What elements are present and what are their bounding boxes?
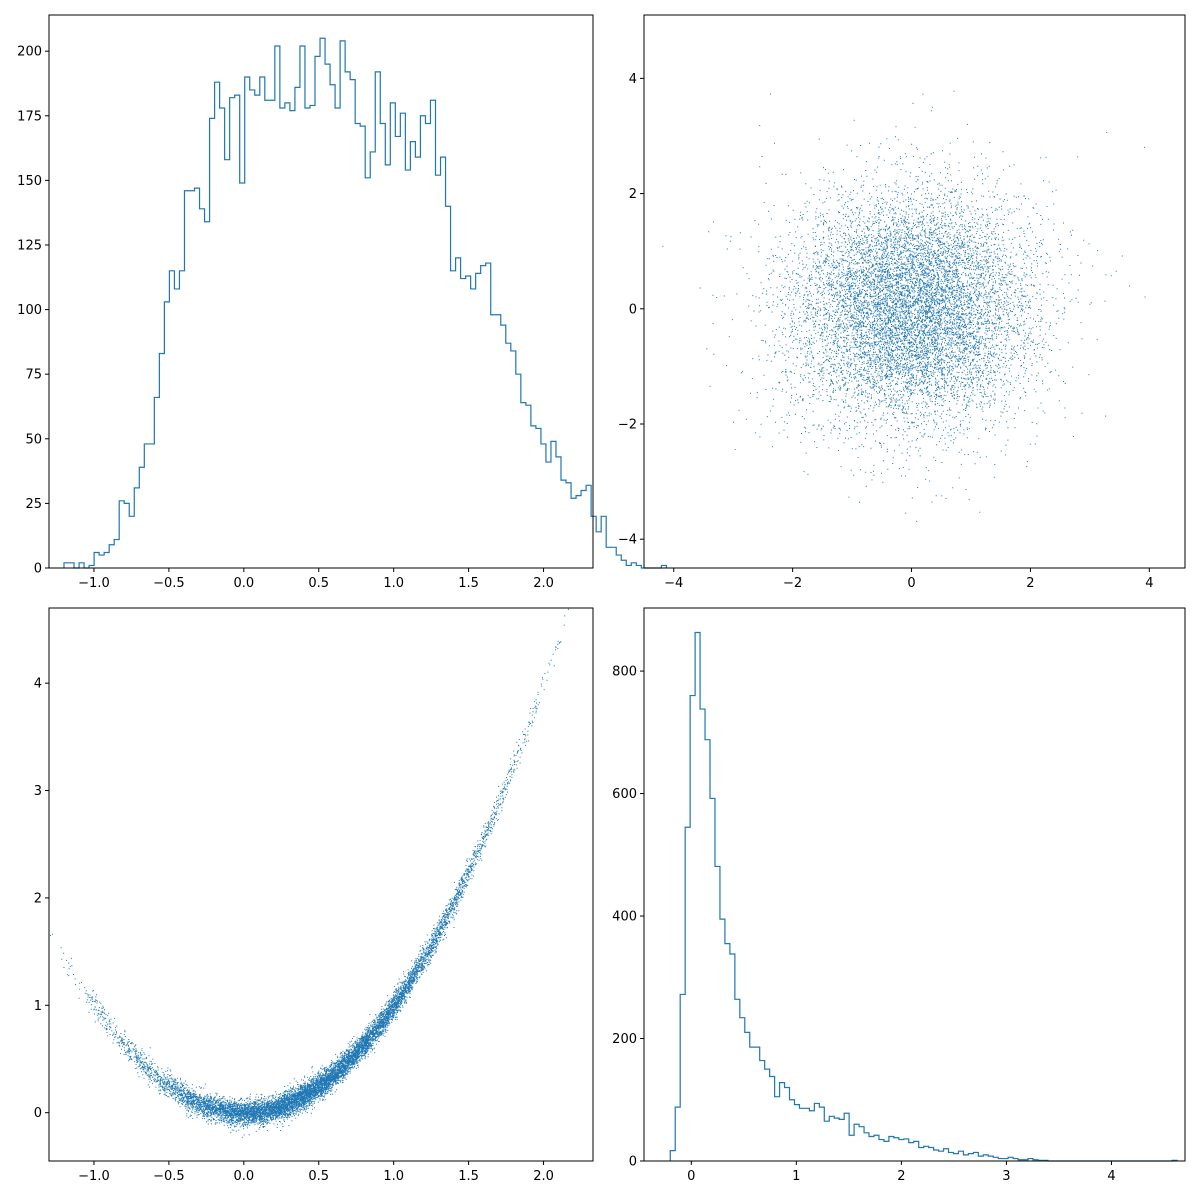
x-tick-label: 2.0 — [533, 1169, 554, 1184]
x-tick-label: 0.0 — [233, 1169, 254, 1184]
chart-bottom-right: 0 1 2 3 4 0 200 400 600 800 — [612, 607, 1186, 1184]
scatter-points — [50, 608, 569, 1138]
x-tick-label: −0.5 — [153, 576, 185, 591]
x-tick-label: 4 — [1107, 1169, 1115, 1184]
y-tick-label: 0 — [34, 1106, 42, 1121]
axes-frame — [48, 14, 594, 569]
x-tick-label: 0.5 — [308, 576, 329, 591]
x-tick-label: −2 — [783, 576, 802, 591]
x-tick-label: 0.5 — [308, 1169, 329, 1184]
y-tick-label: 125 — [17, 238, 42, 253]
y-tick-label: 50 — [25, 432, 42, 447]
axes-frame — [643, 14, 1186, 569]
x-tick-label: 1.5 — [458, 1169, 479, 1184]
axes-frame — [48, 607, 594, 1162]
x-tick-label: −1.0 — [78, 576, 110, 591]
x-tick-label: 2 — [1026, 576, 1034, 591]
x-tick-label: −4 — [664, 576, 683, 591]
y-tick-label: 3 — [34, 784, 42, 799]
chart-bottom-left: −1.0 −0.5 0.0 0.5 1.0 1.5 2.0 0 1 2 3 4 — [34, 607, 594, 1184]
y-tick-label: 200 — [612, 1032, 637, 1047]
y-tick-label: 100 — [17, 303, 42, 318]
x-tick-label: 1.0 — [383, 576, 404, 591]
y-tick-label: 2 — [34, 891, 42, 906]
x-tick-label: 0.0 — [233, 576, 254, 591]
x-tick-label: 1.0 — [383, 1169, 404, 1184]
x-tick-label: 3 — [1002, 1169, 1010, 1184]
x-tick-label: 4 — [1145, 576, 1153, 591]
y-tick-label: 1 — [34, 999, 42, 1014]
x-tick-label: 0 — [907, 576, 915, 591]
x-tick-label: −0.5 — [153, 1169, 185, 1184]
chart-top-right: −4 −2 0 2 4 −4 −2 0 2 4 — [618, 14, 1186, 591]
y-tick-label: 25 — [25, 497, 42, 512]
y-tick-label: 800 — [612, 665, 637, 680]
y-tick-label: 0 — [629, 302, 637, 317]
x-tick-label: 0 — [687, 1169, 695, 1184]
y-tick-label: 600 — [612, 787, 637, 802]
scatter-points — [662, 90, 1146, 522]
x-tick-label: 2 — [897, 1169, 905, 1184]
axes-frame — [643, 607, 1186, 1162]
y-tick-label: 0 — [34, 562, 42, 577]
histogram-step-line — [669, 631, 1178, 1162]
histogram-step-line — [63, 37, 668, 569]
chart-top-left: −1.0 −0.5 0.0 0.5 1.0 1.5 2.0 0 25 50 75 100 125 150 1… — [17, 14, 668, 591]
y-tick-label: 175 — [17, 109, 42, 124]
x-tick-label: 1.5 — [458, 576, 479, 591]
y-tick-label: 75 — [25, 368, 42, 383]
y-tick-label: 4 — [629, 72, 637, 87]
y-tick-label: 0 — [629, 1155, 637, 1170]
x-tick-label: −1.0 — [78, 1169, 110, 1184]
y-tick-label: −2 — [618, 417, 637, 432]
y-tick-label: 2 — [629, 187, 637, 202]
y-tick-label: 150 — [17, 174, 42, 189]
x-tick-label: 1 — [792, 1169, 800, 1184]
y-tick-label: 4 — [34, 677, 42, 692]
y-tick-label: 400 — [612, 910, 637, 925]
y-tick-label: −4 — [618, 533, 637, 548]
y-tick-label: 200 — [17, 45, 42, 60]
x-tick-label: 2.0 — [533, 576, 554, 591]
